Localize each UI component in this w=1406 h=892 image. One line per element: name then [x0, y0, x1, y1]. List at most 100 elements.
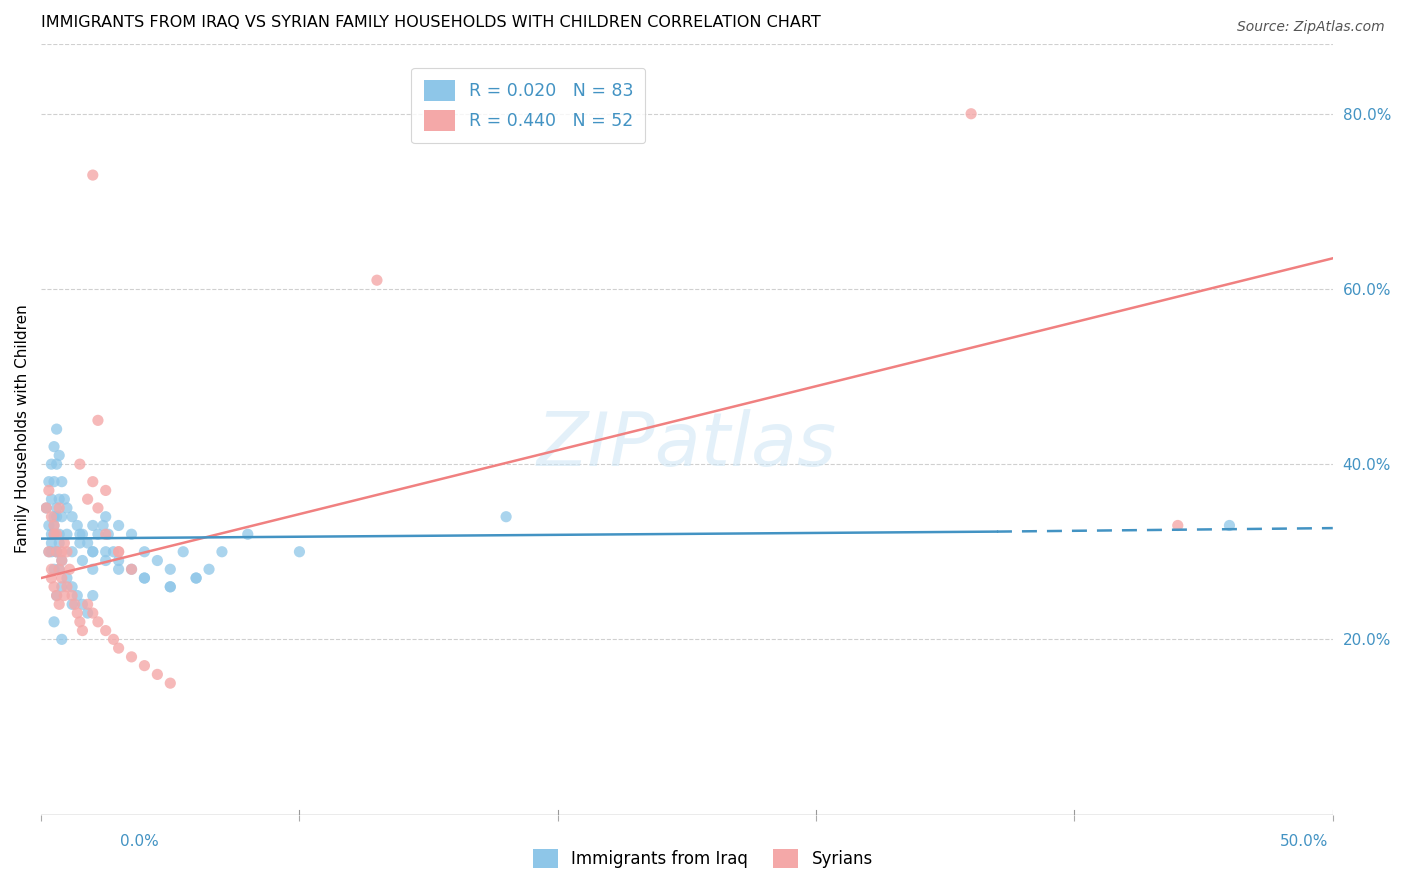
- Point: [53, 589, 76, 603]
- Point: [42, 440, 65, 454]
- Point: [94, 545, 117, 559]
- Point: [42, 518, 65, 533]
- Point: [41, 545, 63, 559]
- Point: [45, 509, 67, 524]
- Point: [45, 545, 67, 559]
- Point: [56, 545, 79, 559]
- Point: [87, 500, 110, 515]
- Point: [53, 536, 76, 550]
- Point: [107, 562, 129, 576]
- Point: [56, 571, 79, 585]
- Point: [960, 107, 983, 121]
- Point: [288, 545, 311, 559]
- Point: [495, 509, 517, 524]
- Point: [82, 168, 104, 182]
- Point: [66, 606, 89, 620]
- Point: [211, 545, 233, 559]
- Text: ZIPatlas: ZIPatlas: [537, 409, 837, 481]
- Point: [35, 500, 58, 515]
- Point: [72, 597, 94, 611]
- Point: [56, 527, 79, 541]
- Point: [82, 606, 104, 620]
- Point: [51, 580, 73, 594]
- Point: [42, 580, 65, 594]
- Point: [38, 518, 60, 533]
- Point: [159, 580, 181, 594]
- Point: [48, 449, 70, 463]
- Point: [103, 632, 125, 647]
- Point: [60, 509, 83, 524]
- Point: [69, 457, 91, 471]
- Point: [60, 545, 83, 559]
- Point: [51, 475, 73, 489]
- Point: [76, 597, 98, 611]
- Point: [38, 483, 60, 498]
- Point: [159, 562, 181, 576]
- Point: [58, 562, 80, 576]
- Point: [184, 571, 207, 585]
- Point: [76, 536, 98, 550]
- Point: [69, 615, 91, 629]
- Point: [35, 500, 58, 515]
- Point: [198, 562, 221, 576]
- Point: [41, 457, 63, 471]
- Point: [87, 527, 110, 541]
- Point: [82, 545, 104, 559]
- Point: [107, 641, 129, 656]
- Point: [53, 492, 76, 507]
- Point: [42, 527, 65, 541]
- Point: [38, 475, 60, 489]
- Point: [134, 658, 156, 673]
- Point: [97, 527, 120, 541]
- Point: [60, 597, 83, 611]
- Point: [48, 500, 70, 515]
- Point: [63, 597, 86, 611]
- Point: [45, 589, 67, 603]
- Point: [69, 527, 91, 541]
- Point: [82, 545, 104, 559]
- Point: [94, 624, 117, 638]
- Point: [42, 475, 65, 489]
- Point: [48, 536, 70, 550]
- Point: [107, 545, 129, 559]
- Point: [45, 545, 67, 559]
- Point: [45, 422, 67, 436]
- Point: [76, 492, 98, 507]
- Point: [51, 509, 73, 524]
- Point: [51, 553, 73, 567]
- Point: [159, 580, 181, 594]
- Point: [41, 527, 63, 541]
- Point: [366, 273, 388, 287]
- Point: [48, 562, 70, 576]
- Point: [51, 632, 73, 647]
- Point: [38, 545, 60, 559]
- Point: [76, 606, 98, 620]
- Point: [236, 527, 259, 541]
- Point: [107, 553, 129, 567]
- Point: [184, 571, 207, 585]
- Point: [56, 580, 79, 594]
- Point: [60, 589, 83, 603]
- Point: [146, 553, 169, 567]
- Point: [82, 475, 104, 489]
- Point: [41, 536, 63, 550]
- Point: [87, 413, 110, 427]
- Point: [69, 536, 91, 550]
- Point: [41, 509, 63, 524]
- Legend: Immigrants from Iraq, Syrians: Immigrants from Iraq, Syrians: [526, 843, 880, 875]
- Point: [42, 527, 65, 541]
- Point: [45, 589, 67, 603]
- Point: [60, 580, 83, 594]
- Point: [94, 509, 117, 524]
- Legend: R = 0.020   N = 83, R = 0.440   N = 52: R = 0.020 N = 83, R = 0.440 N = 52: [412, 68, 645, 143]
- Text: Source: ZipAtlas.com: Source: ZipAtlas.com: [1237, 20, 1385, 34]
- Point: [121, 527, 143, 541]
- Point: [42, 518, 65, 533]
- Point: [82, 562, 104, 576]
- Point: [91, 518, 114, 533]
- Point: [107, 545, 129, 559]
- Point: [42, 562, 65, 576]
- Point: [45, 527, 67, 541]
- Point: [121, 649, 143, 664]
- Point: [48, 492, 70, 507]
